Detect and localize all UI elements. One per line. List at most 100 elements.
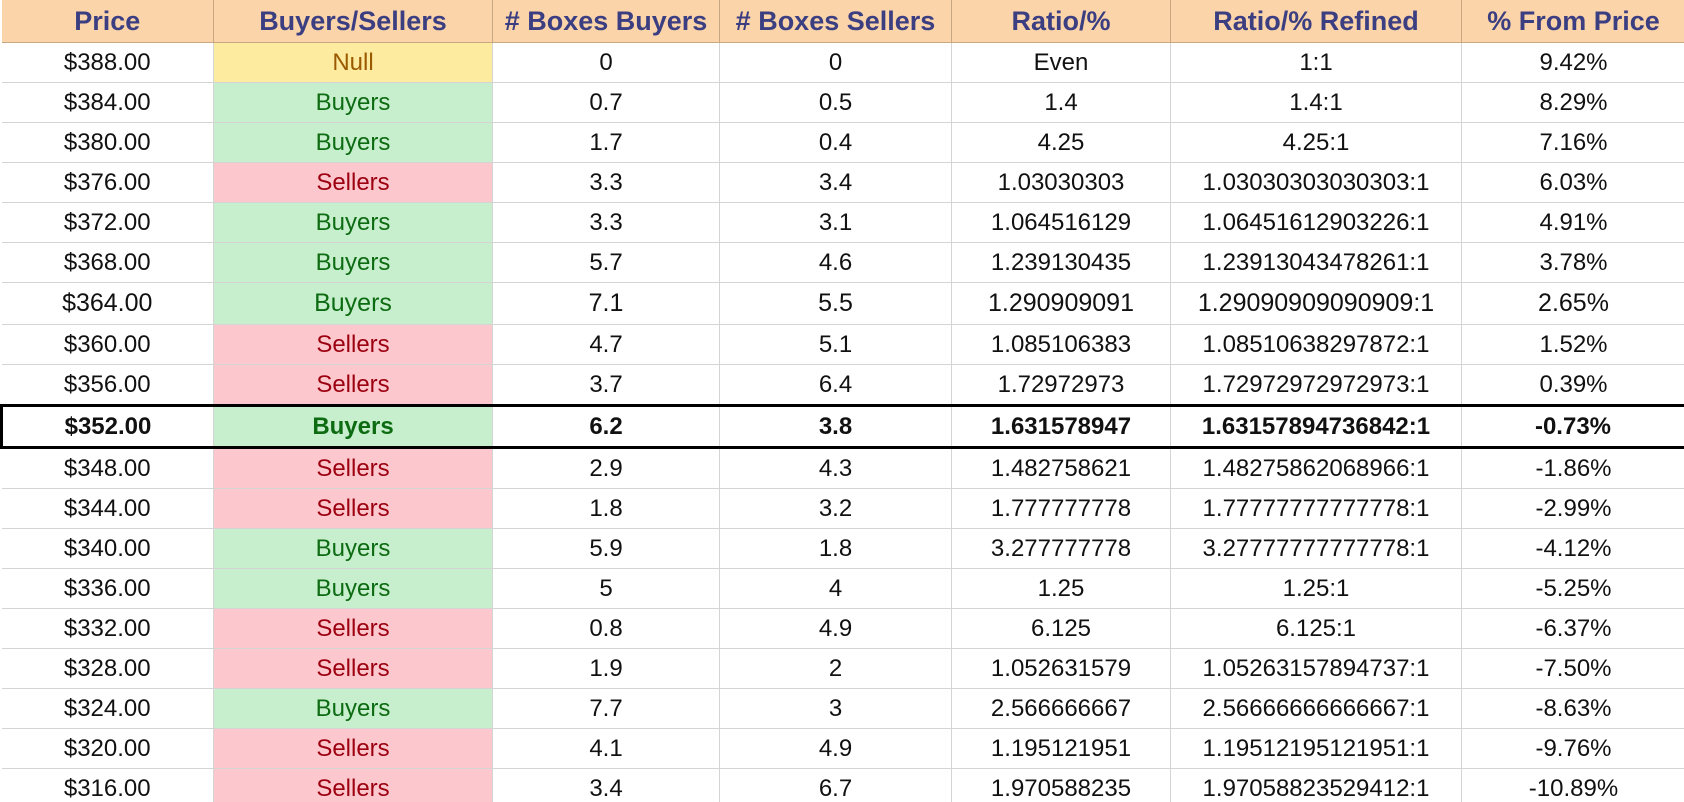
from-price-cell[interactable]: -1.86% — [1461, 447, 1684, 489]
price-cell[interactable]: $364.00 — [1, 282, 214, 325]
status-badge[interactable]: Sellers — [213, 162, 493, 203]
boxes-sellers-cell[interactable]: 3.4 — [719, 162, 952, 203]
ratio-refined-cell[interactable]: 1.97058823529412:1 — [1170, 768, 1462, 802]
boxes-buyers-cell[interactable]: 0.8 — [492, 608, 720, 649]
boxes-buyers-cell[interactable]: 7.7 — [492, 688, 720, 729]
from-price-cell[interactable]: 8.29% — [1461, 82, 1684, 123]
from-price-cell[interactable]: 2.65% — [1461, 282, 1684, 325]
price-cell[interactable]: $384.00 — [1, 82, 214, 123]
ratio-cell[interactable]: 2.566666667 — [951, 688, 1171, 729]
status-badge[interactable]: Buyers — [213, 242, 493, 283]
status-badge[interactable]: Sellers — [213, 447, 493, 489]
price-cell[interactable]: $348.00 — [1, 447, 214, 489]
boxes-sellers-cell[interactable]: 2 — [719, 648, 952, 689]
boxes-sellers-cell[interactable]: 5.1 — [719, 324, 952, 365]
boxes-buyers-cell[interactable]: 5 — [492, 568, 720, 609]
ratio-cell[interactable]: 1.03030303 — [951, 162, 1171, 203]
boxes-sellers-cell[interactable]: 0 — [719, 42, 952, 83]
boxes-buyers-cell[interactable]: 0 — [492, 42, 720, 83]
from-price-cell[interactable]: -6.37% — [1461, 608, 1684, 649]
boxes-buyers-cell[interactable]: 4.1 — [492, 728, 720, 769]
from-price-cell[interactable]: -7.50% — [1461, 648, 1684, 689]
boxes-sellers-cell[interactable]: 3.8 — [719, 404, 952, 449]
ratio-refined-cell[interactable]: 1.03030303030303:1 — [1170, 162, 1462, 203]
boxes-sellers-cell[interactable]: 3.1 — [719, 202, 952, 243]
status-badge[interactable]: Buyers — [213, 282, 493, 325]
boxes-buyers-cell[interactable]: 1.8 — [492, 488, 720, 529]
boxes-sellers-cell[interactable]: 5.5 — [719, 282, 952, 325]
status-badge[interactable]: Sellers — [213, 324, 493, 365]
from-price-cell[interactable]: -10.89% — [1461, 768, 1684, 802]
price-cell[interactable]: $320.00 — [1, 728, 214, 769]
boxes-buyers-cell[interactable]: 1.9 — [492, 648, 720, 689]
from-price-cell[interactable]: 1.52% — [1461, 324, 1684, 365]
boxes-sellers-cell[interactable]: 4.9 — [719, 728, 952, 769]
price-cell[interactable]: $316.00 — [1, 768, 214, 802]
boxes-sellers-cell[interactable]: 3.2 — [719, 488, 952, 529]
from-price-cell[interactable]: 4.91% — [1461, 202, 1684, 243]
status-badge[interactable]: Buyers — [213, 688, 493, 729]
boxes-buyers-cell[interactable]: 3.4 — [492, 768, 720, 802]
price-cell[interactable]: $376.00 — [1, 162, 214, 203]
ratio-cell[interactable]: 1.239130435 — [951, 242, 1171, 283]
ratio-refined-cell[interactable]: 1.77777777777778:1 — [1170, 488, 1462, 529]
ratio-cell[interactable]: 1.482758621 — [951, 447, 1171, 489]
boxes-buyers-cell[interactable]: 0.7 — [492, 82, 720, 123]
from-price-cell[interactable]: 7.16% — [1461, 122, 1684, 163]
from-price-cell[interactable]: -8.63% — [1461, 688, 1684, 729]
price-cell[interactable]: $340.00 — [1, 528, 214, 569]
header-buyers-sellers[interactable]: Buyers/Sellers — [213, 0, 493, 43]
status-badge[interactable]: Buyers — [213, 82, 493, 123]
header-boxes-buyers[interactable]: # Boxes Buyers — [492, 0, 720, 43]
ratio-refined-cell[interactable]: 6.125:1 — [1170, 608, 1462, 649]
ratio-refined-cell[interactable]: 1.4:1 — [1170, 82, 1462, 123]
boxes-buyers-cell[interactable]: 3.3 — [492, 202, 720, 243]
status-badge[interactable]: Sellers — [213, 364, 493, 406]
price-cell[interactable]: $360.00 — [1, 324, 214, 365]
status-badge[interactable]: Buyers — [213, 122, 493, 163]
price-cell[interactable]: $372.00 — [1, 202, 214, 243]
price-cell[interactable]: $388.00 — [1, 42, 214, 83]
ratio-refined-cell[interactable]: 1.06451612903226:1 — [1170, 202, 1462, 243]
price-cell[interactable]: $356.00 — [1, 364, 214, 406]
status-badge[interactable]: Sellers — [213, 648, 493, 689]
status-badge[interactable]: Sellers — [213, 608, 493, 649]
boxes-buyers-cell[interactable]: 2.9 — [492, 447, 720, 489]
price-cell[interactable]: $336.00 — [1, 568, 214, 609]
from-price-cell[interactable]: -4.12% — [1461, 528, 1684, 569]
ratio-refined-cell[interactable]: 1.23913043478261:1 — [1170, 242, 1462, 283]
header-price[interactable]: Price — [1, 0, 214, 43]
boxes-sellers-cell[interactable]: 4.6 — [719, 242, 952, 283]
ratio-refined-cell[interactable]: 1.08510638297872:1 — [1170, 324, 1462, 365]
boxes-sellers-cell[interactable]: 6.4 — [719, 364, 952, 406]
ratio-cell[interactable]: 1.290909091 — [951, 282, 1171, 325]
boxes-sellers-cell[interactable]: 0.5 — [719, 82, 952, 123]
boxes-buyers-cell[interactable]: 3.7 — [492, 364, 720, 406]
ratio-cell[interactable]: 6.125 — [951, 608, 1171, 649]
ratio-cell[interactable]: 1.777777778 — [951, 488, 1171, 529]
price-cell[interactable]: $380.00 — [1, 122, 214, 163]
boxes-sellers-cell[interactable]: 3 — [719, 688, 952, 729]
boxes-buyers-cell[interactable]: 3.3 — [492, 162, 720, 203]
from-price-cell[interactable]: -2.99% — [1461, 488, 1684, 529]
status-badge[interactable]: Null — [213, 42, 493, 83]
ratio-refined-cell[interactable]: 4.25:1 — [1170, 122, 1462, 163]
ratio-refined-cell[interactable]: 1:1 — [1170, 42, 1462, 83]
ratio-cell[interactable]: 1.052631579 — [951, 648, 1171, 689]
ratio-cell[interactable]: Even — [951, 42, 1171, 83]
ratio-refined-cell[interactable]: 1.25:1 — [1170, 568, 1462, 609]
boxes-buyers-cell[interactable]: 6.2 — [492, 404, 720, 449]
price-cell[interactable]: $368.00 — [1, 242, 214, 283]
ratio-cell[interactable]: 1.064516129 — [951, 202, 1171, 243]
ratio-cell[interactable]: 4.25 — [951, 122, 1171, 163]
header-ratio-refined[interactable]: Ratio/% Refined — [1170, 0, 1462, 43]
boxes-buyers-cell[interactable]: 1.7 — [492, 122, 720, 163]
price-cell[interactable]: $328.00 — [1, 648, 214, 689]
boxes-buyers-cell[interactable]: 4.7 — [492, 324, 720, 365]
status-badge[interactable]: Buyers — [213, 528, 493, 569]
price-cell[interactable]: $352.00 — [0, 404, 214, 449]
boxes-buyers-cell[interactable]: 7.1 — [492, 282, 720, 325]
from-price-cell[interactable]: 6.03% — [1461, 162, 1684, 203]
header-from-price[interactable]: % From Price — [1461, 0, 1684, 43]
boxes-buyers-cell[interactable]: 5.7 — [492, 242, 720, 283]
